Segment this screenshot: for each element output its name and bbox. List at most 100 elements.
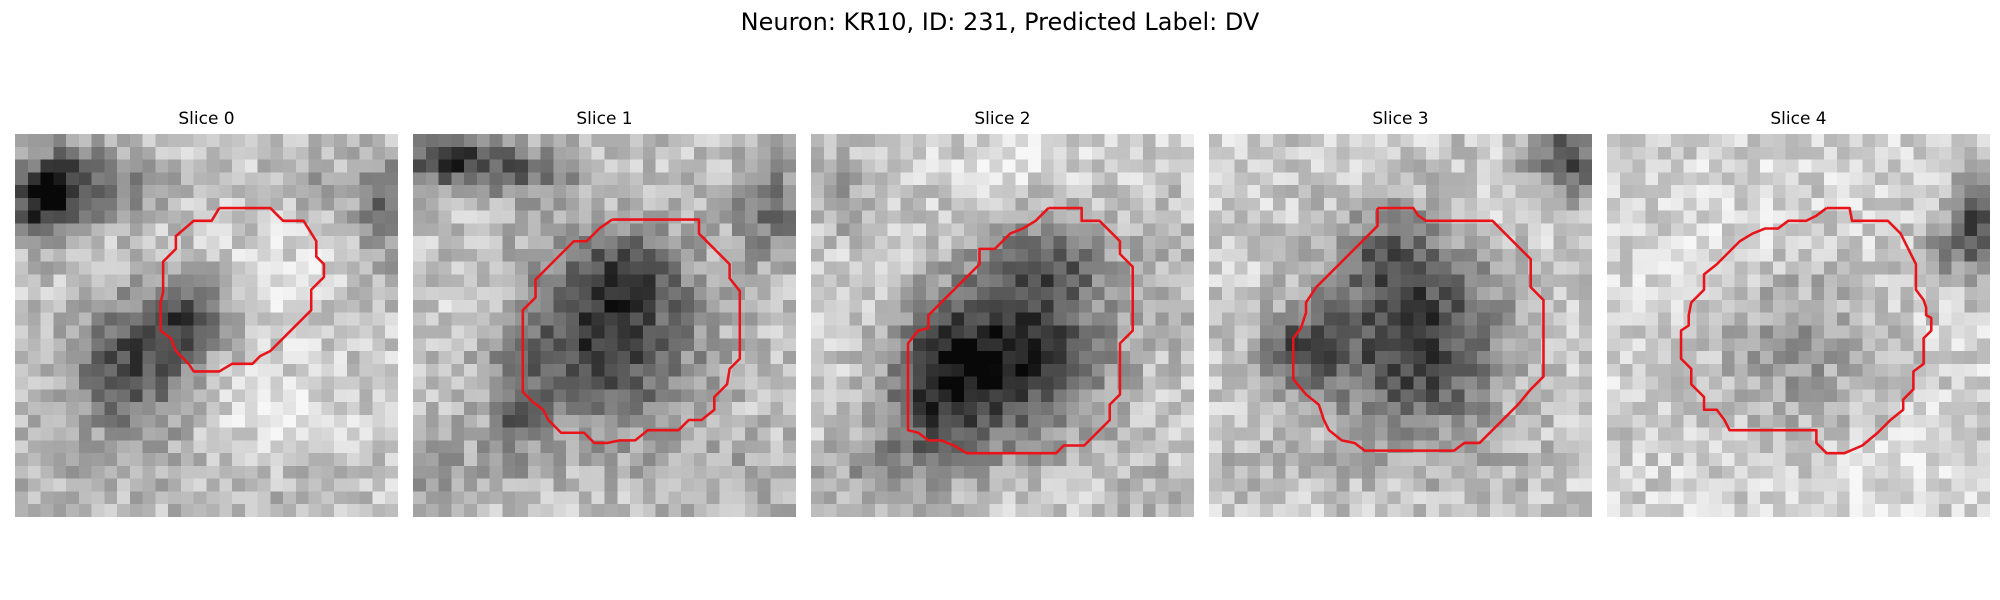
pixel: [346, 363, 360, 377]
pixel: [1502, 134, 1516, 148]
pixel: [1362, 491, 1376, 505]
pixel: [464, 274, 478, 288]
pixel: [862, 453, 876, 467]
pixel: [757, 299, 771, 313]
pixel: [823, 325, 837, 339]
pixel: [359, 159, 373, 173]
pixel: [1260, 338, 1274, 352]
pixel: [451, 185, 465, 199]
pixel: [989, 402, 1003, 416]
pixel: [1247, 159, 1261, 173]
pixel: [836, 210, 850, 224]
pixel: [1798, 338, 1812, 352]
pixel: [142, 287, 156, 301]
pixel: [1875, 465, 1889, 479]
pixel: [1028, 491, 1042, 505]
pixel: [1811, 197, 1825, 211]
pixel: [1553, 504, 1567, 517]
pixel: [1272, 274, 1286, 288]
pixel: [15, 159, 29, 173]
pixel: [1772, 134, 1786, 148]
pixel: [1760, 134, 1774, 148]
pixel: [1938, 414, 1952, 428]
pixel: [78, 338, 92, 352]
pixel: [104, 261, 118, 275]
pixel: [1607, 427, 1621, 441]
pixel: [1645, 491, 1659, 505]
pixel: [591, 402, 605, 416]
pixel: [1311, 453, 1325, 467]
pixel: [1477, 325, 1491, 339]
pixel: [180, 491, 194, 505]
pixel: [1438, 453, 1452, 467]
pixel: [1272, 414, 1286, 428]
pixel: [1079, 351, 1093, 365]
pixel: [1438, 261, 1452, 275]
pixel: [1040, 338, 1054, 352]
pixel: [372, 287, 386, 301]
pixel: [476, 351, 490, 365]
pixel: [1515, 210, 1529, 224]
pixel: [346, 172, 360, 186]
pixel: [1553, 236, 1567, 250]
pixel: [1426, 274, 1440, 288]
pixel: [1400, 312, 1414, 326]
pixel: [1040, 363, 1054, 377]
pixel: [142, 389, 156, 403]
pixel: [1709, 261, 1723, 275]
pixel: [951, 376, 965, 390]
pixel: [1066, 376, 1080, 390]
pixel: [1862, 236, 1876, 250]
pixel: [53, 287, 67, 301]
pixel: [757, 185, 771, 199]
pixel: [1285, 146, 1299, 160]
pixel: [1311, 414, 1325, 428]
pixel: [464, 159, 478, 173]
pixel: [321, 223, 335, 237]
pixel: [913, 363, 927, 377]
pixel: [117, 402, 131, 416]
pixel: [1502, 159, 1516, 173]
pixel: [1040, 172, 1054, 186]
pixel: [15, 261, 29, 275]
pixel: [15, 325, 29, 339]
pixel: [334, 287, 348, 301]
pixel: [334, 338, 348, 352]
pixel: [770, 134, 784, 148]
pixel: [1117, 478, 1131, 492]
pixel: [372, 465, 386, 479]
pixel: [438, 478, 452, 492]
pixel: [219, 440, 233, 454]
pixel: [1951, 402, 1965, 416]
pixel: [1323, 134, 1337, 148]
pixel: [1451, 172, 1465, 186]
pixel: [1311, 210, 1325, 224]
pixel: [1066, 172, 1080, 186]
pixel: [334, 261, 348, 275]
pixel: [1645, 414, 1659, 428]
pixel: [1053, 338, 1067, 352]
pixel: [1607, 287, 1621, 301]
pixel: [476, 299, 490, 313]
pixel: [783, 363, 796, 377]
pixel: [1709, 465, 1723, 479]
pixel: [578, 248, 592, 262]
pixel: [1683, 261, 1697, 275]
pixel: [1515, 287, 1529, 301]
pixel: [142, 465, 156, 479]
pixel: [155, 414, 169, 428]
pixel: [976, 402, 990, 416]
pixel: [668, 299, 682, 313]
pixel: [91, 363, 105, 377]
pixel: [155, 223, 169, 237]
pixel: [849, 210, 863, 224]
pixel: [1323, 504, 1337, 517]
pixel: [1747, 172, 1761, 186]
pixel: [1015, 440, 1029, 454]
pixel: [1117, 299, 1131, 313]
pixel: [1181, 210, 1194, 224]
pixel: [642, 236, 656, 250]
pixel: [1426, 172, 1440, 186]
pixel: [257, 172, 271, 186]
pixel: [553, 389, 567, 403]
